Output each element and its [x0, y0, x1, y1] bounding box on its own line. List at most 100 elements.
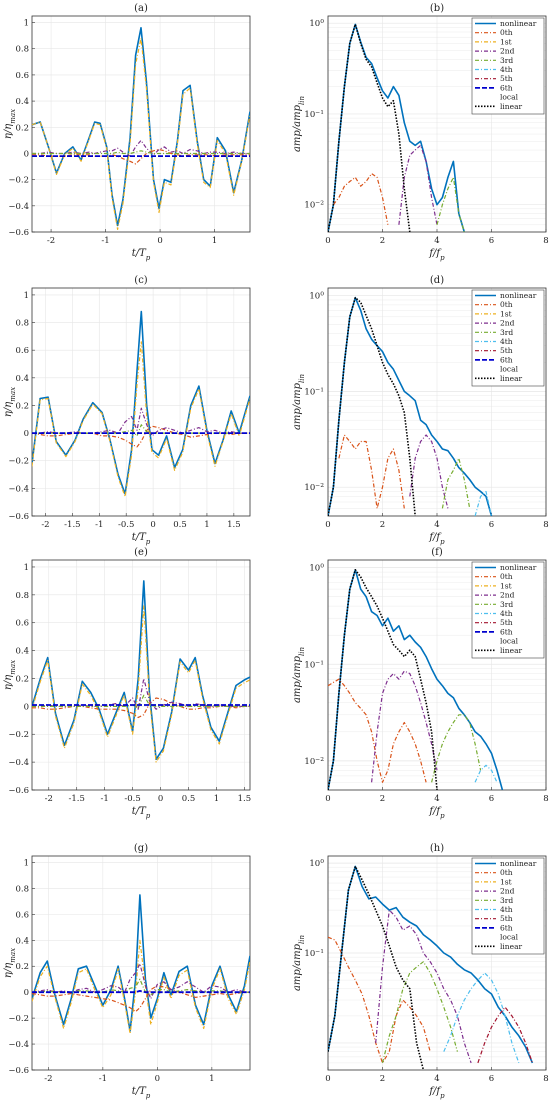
- y-tick-label: 0.6: [15, 910, 29, 920]
- legend-label-5th: 5th: [500, 914, 513, 923]
- y-axis-label: η/ηmax: [3, 387, 17, 417]
- series-line-3rd: [431, 714, 482, 783]
- y-tick-label: −0.6: [8, 228, 29, 238]
- y-tick-label: 0.2: [15, 123, 29, 133]
- panel-title: (b): [430, 3, 444, 14]
- x-tick-label: 4: [434, 794, 439, 804]
- x-tick-label: 0: [150, 520, 155, 530]
- x-tick-label: 8: [543, 236, 548, 246]
- series-line-2nd: [32, 407, 250, 437]
- legend-label-0th: 0th: [500, 868, 513, 877]
- y-axis-label: amp/amplin: [292, 934, 306, 991]
- x-tick-label: 6: [489, 520, 494, 530]
- y-tick-label: 0.2: [15, 674, 29, 684]
- series-line-linear: [328, 865, 425, 1070]
- legend-label-6th: 6th: [500, 355, 513, 364]
- x-tick-label: -1.5: [64, 520, 80, 530]
- x-tick-label: 1.5: [227, 520, 241, 530]
- legend-label-6th: 6th: [500, 627, 513, 636]
- legend-label-nonlinear: nonlinear: [500, 291, 537, 300]
- x-tick-label: 0: [158, 794, 163, 804]
- legend-label-2nd: 2nd: [500, 887, 515, 896]
- series-line-nonlinear: [32, 580, 250, 761]
- legend-label-6th: 6th: [500, 83, 513, 92]
- legend-label-2nd: 2nd: [500, 47, 515, 56]
- series-line-2nd: [32, 963, 250, 1000]
- legend-box: [471, 857, 545, 955]
- x-tick-label: 2: [380, 1074, 385, 1084]
- legend-label-0th: 0th: [500, 572, 513, 581]
- y-tick-label: 0.4: [15, 936, 29, 946]
- legend-label-linear: linear: [500, 942, 523, 951]
- x-tick-label: 2: [380, 520, 385, 530]
- legend-label-local: local: [500, 637, 519, 646]
- y-tick-label: 10−1: [304, 386, 324, 398]
- x-tick-label: 0.5: [182, 794, 196, 804]
- y-axis-label: η/ηmax: [3, 109, 17, 139]
- x-tick-label: 6: [489, 794, 494, 804]
- series-line-linear: [328, 569, 438, 790]
- legend-box: [471, 289, 545, 387]
- legend: nonlinear0th1st2nd3rd4th5th6thlocallinea…: [471, 561, 545, 659]
- y-tick-label: −0.2: [8, 730, 29, 740]
- x-tick-label: 0: [155, 1074, 160, 1084]
- y-tick-label: −0.4: [8, 758, 29, 768]
- legend: nonlinear0th1st2nd3rd4th5th6thlocallinea…: [471, 17, 545, 115]
- y-tick-label: 100: [309, 562, 324, 574]
- y-tick-label: 1: [24, 563, 29, 573]
- y-tick-label: 0.2: [15, 962, 29, 972]
- x-tick-label: -2: [44, 1074, 52, 1084]
- y-tick-label: −0.4: [8, 202, 29, 212]
- y-tick-label: 100: [309, 18, 324, 30]
- x-tick-label: -1: [101, 794, 109, 804]
- series-line-3rd: [441, 457, 471, 509]
- x-tick-label: -1: [95, 520, 103, 530]
- series-line-2nd: [375, 909, 472, 1064]
- plot-area: [32, 560, 250, 790]
- x-tick-label: -1: [99, 1074, 107, 1084]
- legend-label-nonlinear: nonlinear: [500, 19, 537, 28]
- y-tick-label: 100: [309, 858, 324, 870]
- x-axis-label: f/fp: [428, 1086, 445, 1100]
- legend-label-local: local: [500, 933, 519, 942]
- legend-label-1st: 1st: [500, 309, 512, 318]
- chart-panel-f: 0 2 4 6 8 10−2 10−1 100 (f) f/fp amp/amplin nonline…: [292, 547, 549, 820]
- y-tick-label: 100: [309, 290, 324, 302]
- series-line-4th: [443, 972, 520, 1064]
- legend-label-0th: 0th: [500, 28, 513, 37]
- y-tick-label: −0.4: [8, 1040, 29, 1050]
- chart-panel-h: 0 2 4 6 8 10−1 100 (h) f/fp amp/amplin nonlinear0t…: [292, 843, 549, 1100]
- panel-title: (e): [134, 547, 148, 558]
- legend-label-3rd: 3rd: [500, 600, 513, 609]
- y-tick-label: 10−1: [304, 659, 324, 671]
- y-tick-label: 0: [24, 988, 29, 998]
- series-line-3rd: [32, 150, 250, 155]
- panel-title: (c): [134, 275, 148, 286]
- x-tick-label: -2: [47, 236, 55, 246]
- y-axis-label: amp/amplin: [292, 646, 306, 703]
- x-tick-label: 4: [434, 520, 439, 530]
- x-tick-label: 2: [380, 236, 385, 246]
- panel-title: (h): [430, 843, 444, 854]
- y-tick-label: 0.4: [15, 97, 29, 107]
- legend-label-4th: 4th: [500, 65, 513, 74]
- legend-label-local: local: [500, 365, 519, 374]
- legend-label-3rd: 3rd: [500, 896, 513, 905]
- panel-title: (d): [430, 275, 444, 286]
- y-tick-label: −0.2: [8, 457, 29, 467]
- series-line-nonlinear: [32, 27, 250, 227]
- y-tick-label: 1: [24, 19, 29, 29]
- series-line-2nd: [398, 144, 438, 225]
- y-tick-label: −0.4: [8, 484, 29, 494]
- y-tick-label: −0.6: [8, 512, 29, 522]
- y-tick-label: 0: [24, 702, 29, 712]
- y-tick-label: −0.2: [8, 176, 29, 186]
- x-tick-label: 1: [212, 236, 217, 246]
- legend-label-linear: linear: [500, 374, 523, 383]
- legend-label-5th: 5th: [500, 346, 513, 355]
- x-tick-label: 0.5: [173, 520, 187, 530]
- chart-panel-d: 0 2 4 6 8 10−2 10−1 100 (d) f/fp amp/amplin nonline…: [292, 275, 549, 546]
- series-line-0th: [338, 434, 405, 509]
- series-line-4th: [474, 490, 493, 516]
